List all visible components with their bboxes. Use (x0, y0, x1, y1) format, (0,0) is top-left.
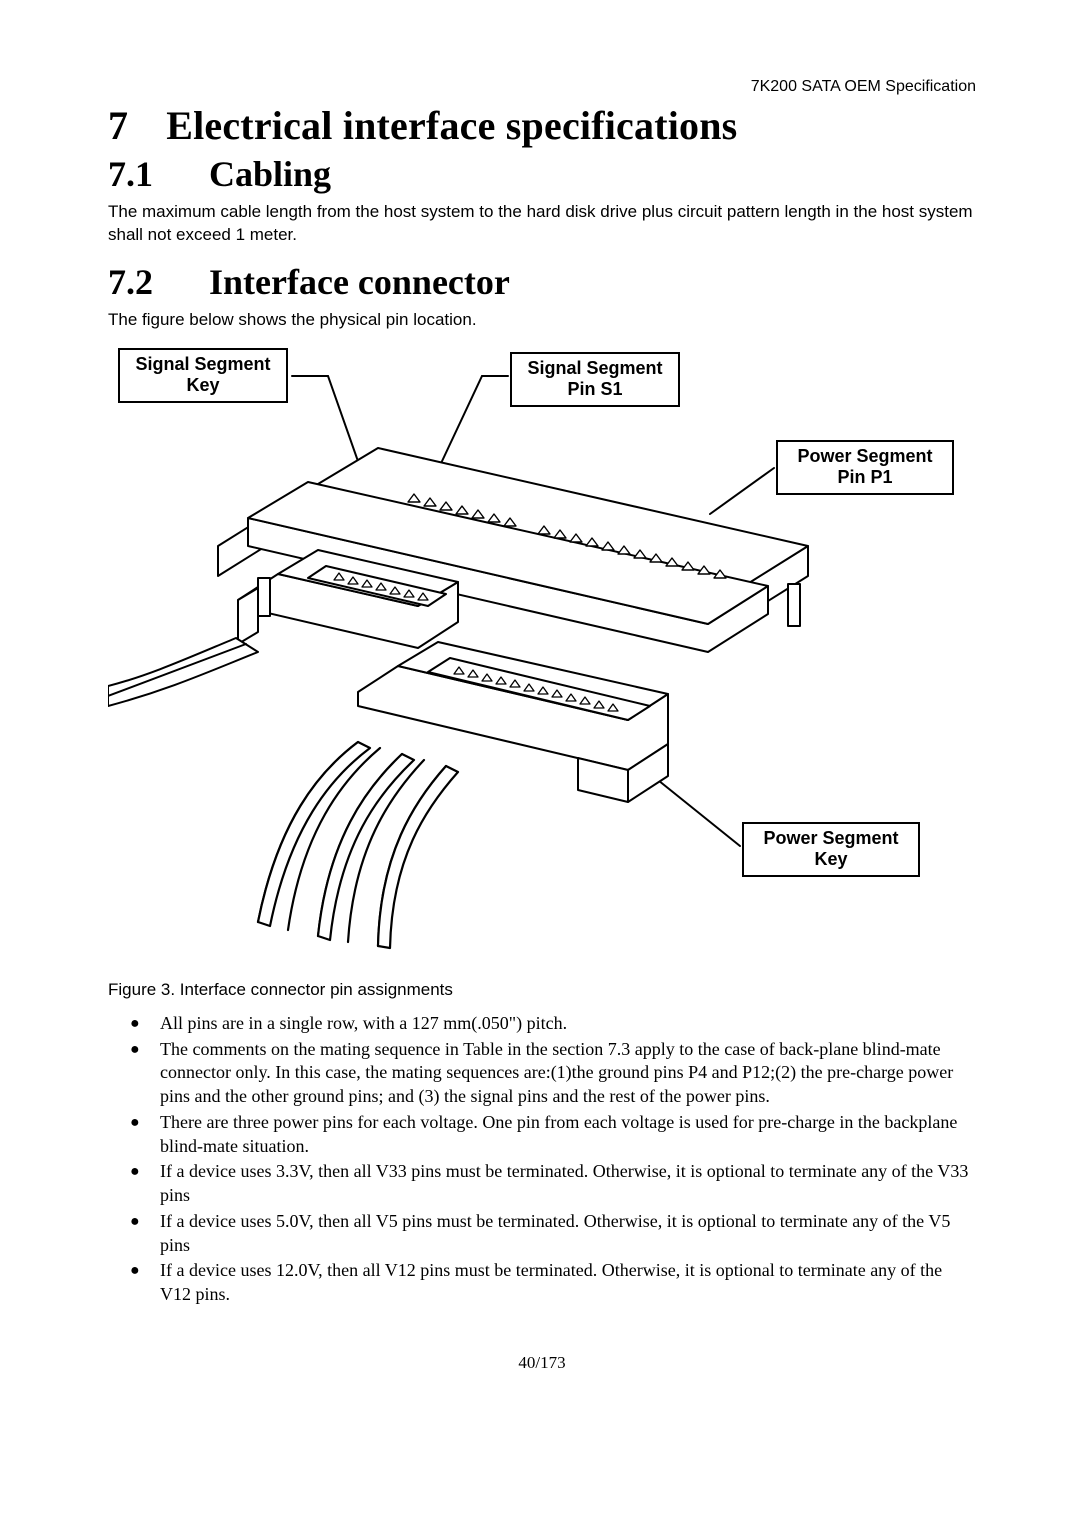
heading-2-interface: 7.2 Interface connector (108, 261, 976, 303)
heading-2-cabling: 7.1 Cabling (108, 153, 976, 195)
list-item: There are three power pins for each volt… (136, 1111, 976, 1159)
paragraph-cabling: The maximum cable length from the host s… (108, 201, 976, 247)
heading-2-cabling-title: Cabling (209, 154, 331, 194)
list-item: The comments on the mating sequence in T… (136, 1038, 976, 1109)
page-number: 40/173 (108, 1353, 976, 1373)
label-signal-pin: Signal SegmentPin S1 (510, 352, 680, 407)
figure-caption: Figure 3. Interface connector pin assign… (108, 980, 976, 1000)
paragraph-interface: The figure below shows the physical pin … (108, 309, 976, 332)
list-item: If a device uses 12.0V, then all V12 pin… (136, 1259, 976, 1307)
heading-1-num: 7 (108, 102, 156, 149)
list-item: If a device uses 5.0V, then all V5 pins … (136, 1210, 976, 1258)
heading-2-interface-title: Interface connector (209, 262, 510, 302)
heading-1-title: Electrical interface specifications (166, 103, 737, 148)
list-item: All pins are in a single row, with a 127… (136, 1012, 976, 1036)
heading-2-interface-num: 7.2 (108, 261, 200, 303)
label-power-key: Power SegmentKey (742, 822, 920, 877)
page: 7K200 SATA OEM Specification 7 Electrica… (0, 0, 1080, 1423)
label-power-pin: Power SegmentPin P1 (776, 440, 954, 495)
label-signal-key: Signal SegmentKey (118, 348, 288, 403)
header-spec: 7K200 SATA OEM Specification (108, 78, 976, 96)
bullet-list: All pins are in a single row, with a 127… (108, 1012, 976, 1307)
heading-1: 7 Electrical interface specifications (108, 102, 976, 149)
figure-connector: Signal SegmentKey Signal SegmentPin S1 P… (108, 346, 970, 950)
heading-2-cabling-num: 7.1 (108, 153, 200, 195)
list-item: If a device uses 3.3V, then all V33 pins… (136, 1160, 976, 1208)
